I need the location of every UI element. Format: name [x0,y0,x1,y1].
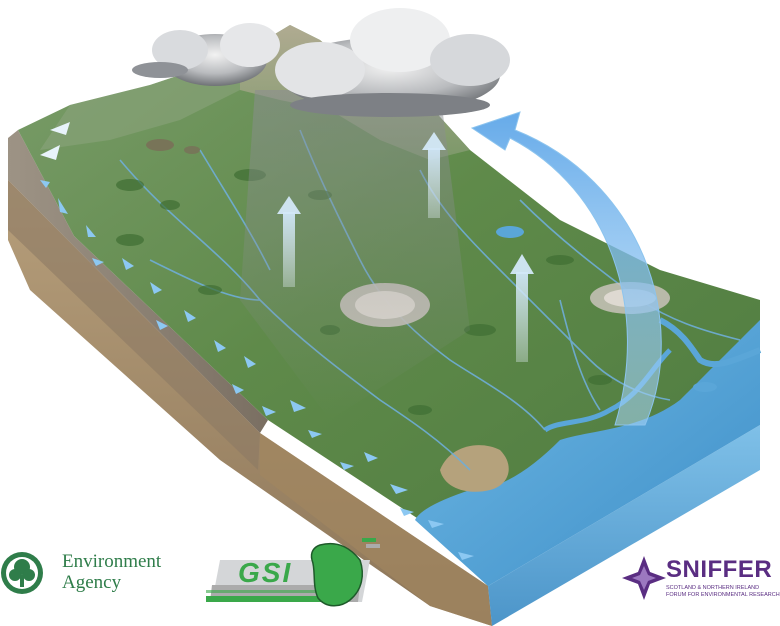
evapotranspiration-arrow [422,132,446,218]
evapotranspiration-arrow [510,254,534,362]
lake [693,382,717,392]
groundwater-flow-arrows [40,180,474,560]
environment-agency-line1: Environment [62,551,162,572]
soil-block-left-face [8,130,268,433]
moorland-patch [184,146,200,154]
sea-block-front-face [488,425,760,626]
storm-cloud-left [132,23,280,86]
sniffer-logo-subtitle-1: SCOTLAND & NORTHERN IRELAND [666,585,760,591]
gsi-logo-mark [206,538,380,607]
environment-agency-tree-icon [1,552,43,594]
environment-agency-logo: Environment Agency [62,551,161,593]
soil-left-lower [8,180,260,470]
inlet-channel [658,317,762,368]
spring-outflow [40,122,70,160]
sniffer-star-icon [622,556,666,600]
lake [496,226,524,238]
rainfall-haze [240,90,470,420]
moorland-patch [146,139,174,151]
storm-cloud-right [275,8,510,117]
sniffer-logo-subtitle-2: FORUM FOR ENVIRONMENTAL RESEARCH [666,592,780,598]
evapotranspiration-arrow [277,196,301,287]
sniffer-logo-name: SNIFFER [666,556,773,583]
sea-surface [415,320,760,586]
soil-lower-layer [260,433,492,626]
environment-agency-line2: Agency [62,572,122,593]
ireland-map-icon [310,543,363,607]
gsi-logo-text: GSI [238,557,293,588]
evaporation-arc-arrow [470,111,662,426]
